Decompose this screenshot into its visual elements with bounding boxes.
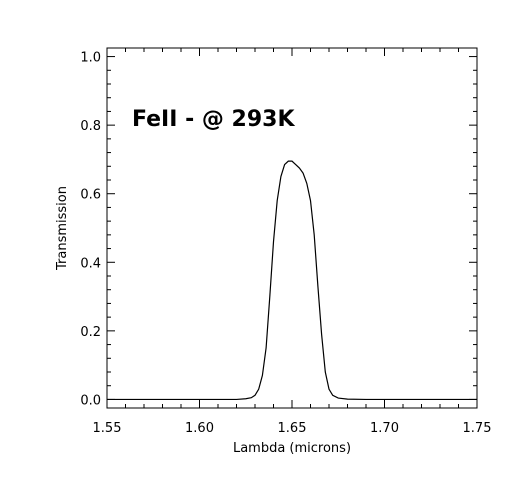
- y-axis-label: Transmission: [55, 186, 70, 271]
- y-tick-label: 0.2: [80, 325, 101, 340]
- y-tick-label: 0.8: [80, 119, 101, 134]
- y-tick-label: 0.6: [80, 188, 101, 203]
- x-tick-label: 1.70: [370, 421, 399, 436]
- plot-frame: [106, 47, 478, 409]
- y-ticks: 0.0 0.2 0.4 0.6 0.8 1.0: [80, 51, 477, 408]
- x-ticks: 1.55 1.60 1.65 1.70 1.75: [93, 48, 492, 436]
- x-tick-label: 1.60: [185, 421, 214, 436]
- transmission-curve: [107, 160, 477, 401]
- y-tick-label: 1.0: [80, 51, 101, 66]
- x-tick-label: 1.75: [463, 421, 492, 436]
- y-tick-label: 0.0: [80, 393, 101, 408]
- plot-annotation: FeII - @ 293K: [132, 107, 295, 132]
- x-tick-label: 1.65: [278, 421, 307, 436]
- x-axis-label: Lambda (microns): [233, 441, 351, 456]
- x-tick-label: 1.55: [93, 421, 122, 436]
- y-tick-label: 0.4: [80, 256, 101, 271]
